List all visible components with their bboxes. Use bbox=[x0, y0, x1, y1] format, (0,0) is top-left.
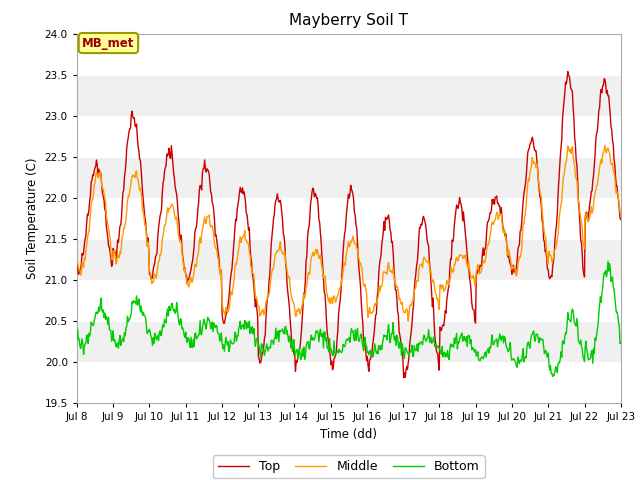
Title: Mayberry Soil T: Mayberry Soil T bbox=[289, 13, 408, 28]
Bottom bbox=[415, 340, 422, 346]
Top bbox=[617, 216, 625, 222]
Line: Middle: Middle bbox=[77, 145, 621, 321]
Bar bbox=[77, 116, 621, 157]
Bottom bbox=[73, 336, 81, 341]
Bar bbox=[77, 198, 621, 239]
Bar bbox=[77, 239, 621, 280]
Legend: Top, Middle, Bottom: Top, Middle, Bottom bbox=[212, 455, 485, 478]
Top bbox=[83, 220, 90, 226]
Bottom bbox=[617, 340, 625, 346]
Middle bbox=[83, 242, 90, 248]
Bar bbox=[77, 34, 621, 75]
Middle bbox=[617, 212, 625, 217]
Top bbox=[416, 225, 424, 230]
Text: MB_met: MB_met bbox=[82, 36, 134, 49]
Bottom bbox=[223, 338, 230, 344]
Bottom bbox=[194, 333, 202, 339]
Middle bbox=[601, 143, 609, 148]
Middle bbox=[223, 305, 230, 311]
Top bbox=[73, 261, 81, 267]
X-axis label: Time (dd): Time (dd) bbox=[320, 428, 378, 441]
Bottom bbox=[139, 312, 147, 318]
Line: Bottom: Bottom bbox=[77, 261, 621, 376]
Middle bbox=[431, 290, 439, 296]
Bar bbox=[77, 75, 621, 116]
Top bbox=[400, 375, 408, 381]
Middle bbox=[416, 264, 424, 269]
Bottom bbox=[83, 332, 90, 338]
Bar bbox=[77, 362, 621, 403]
Middle bbox=[194, 252, 202, 257]
Y-axis label: Soil Temperature (C): Soil Temperature (C) bbox=[26, 157, 39, 279]
Top bbox=[431, 338, 439, 344]
Middle bbox=[404, 318, 412, 324]
Top bbox=[139, 190, 147, 196]
Middle bbox=[139, 207, 147, 213]
Bar bbox=[77, 321, 621, 362]
Bottom bbox=[604, 258, 612, 264]
Top bbox=[223, 310, 230, 316]
Top bbox=[564, 69, 572, 74]
Middle bbox=[73, 260, 81, 265]
Bottom bbox=[431, 343, 438, 349]
Bottom bbox=[549, 373, 557, 379]
Top bbox=[194, 206, 202, 212]
Bar bbox=[77, 157, 621, 198]
Bar bbox=[77, 280, 621, 321]
Line: Top: Top bbox=[77, 72, 621, 378]
